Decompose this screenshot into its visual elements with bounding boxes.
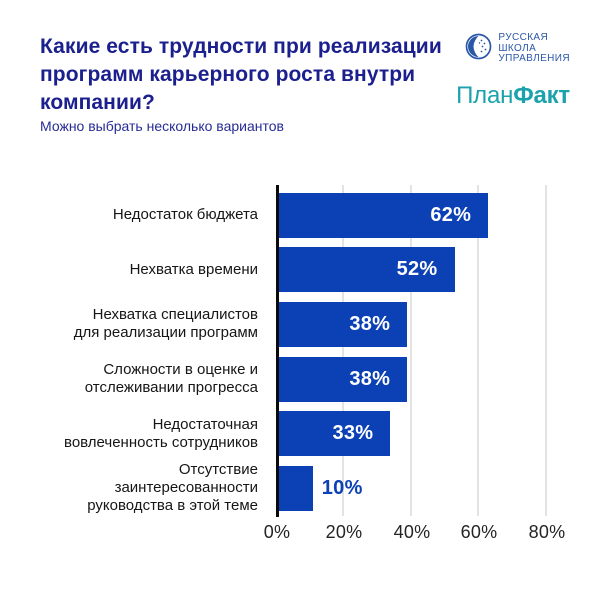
value-label: 62% [430, 203, 472, 226]
chart-row: Нехватка времени 52% [0, 243, 600, 298]
category-label: Недостаток бюджета [112, 206, 258, 224]
bar: 52% [279, 247, 455, 293]
gridline-40 [410, 185, 412, 516]
category-label: Отсутствие заинтересованности руководств… [87, 461, 258, 515]
x-tick-label: 20% [325, 522, 363, 542]
rsu-line-2: ШКОЛА [498, 42, 537, 54]
gridline-60 [477, 185, 479, 516]
planfakt-regular: План [456, 82, 514, 109]
x-tick-label: 60% [460, 522, 498, 542]
bar-area: 10% [279, 465, 600, 511]
chart-row: Недостаточная вовлеченность сотрудников … [0, 406, 600, 461]
category-label: Сложности в оценке и отслеживании прогре… [84, 361, 258, 397]
chart-row: Нехватка специалистов для реализации про… [0, 297, 600, 352]
bar-area: 38% [279, 301, 600, 347]
rsu-school-name: РУССКАЯ ШКОЛА УПРАВЛЕНИЯ [498, 33, 570, 65]
bar: 38% [279, 356, 408, 402]
bar-area: 52% [279, 247, 600, 293]
gridline-80 [545, 185, 547, 516]
bar-area: 38% [279, 356, 600, 402]
value-label: 38% [349, 312, 391, 335]
globe-emblem-icon [465, 33, 492, 65]
gridline-20 [342, 185, 344, 516]
rsu-line-1: РУССКАЯ [498, 32, 549, 44]
x-axis-labels: 0% 20% 40% 60% 80% [0, 522, 600, 546]
planfakt-bold: Факт [513, 82, 570, 109]
logos-block: РУССКАЯ ШКОЛА УПРАВЛЕНИЯ ПланФакт [456, 33, 570, 110]
category-label: Нехватка специалистов для реализации про… [73, 306, 258, 342]
bar-area: 33% [279, 411, 600, 457]
planfakt-logo: ПланФакт [456, 82, 570, 110]
bar: 62% [279, 192, 489, 238]
x-tick-label: 0% [263, 522, 291, 542]
bar-chart: Недостаток бюджета 62% Нехватка времени … [0, 185, 600, 560]
value-label: 52% [396, 258, 438, 281]
rsu-school-logo: РУССКАЯ ШКОЛА УПРАВЛЕНИЯ [465, 33, 570, 65]
category-label: Недостаточная вовлеченность сотрудников [64, 415, 258, 451]
bar: 10% [279, 465, 362, 511]
chart-row: Недостаток бюджета 62% [0, 188, 600, 243]
value-label: 33% [332, 422, 374, 445]
chart-row: Сложности в оценке и отслеживании прогре… [0, 352, 600, 407]
category-label: Нехватка времени [129, 260, 258, 278]
value-label: 10% [321, 476, 363, 499]
bar-area: 62% [279, 192, 600, 238]
x-tick-label: 80% [528, 522, 566, 542]
page-subtitle: Можно выбрать несколько вариантов [40, 118, 284, 134]
chart-row: Отсутствие заинтересованности руководств… [0, 461, 600, 516]
y-axis-line [276, 185, 279, 517]
bar: 33% [279, 411, 391, 457]
bar: 38% [279, 301, 408, 347]
page-title: Какие есть трудности при реализации прог… [40, 35, 442, 114]
value-label: 38% [349, 367, 391, 390]
chart-rows: Недостаток бюджета 62% Нехватка времени … [0, 188, 600, 516]
rsu-line-3: УПРАВЛЕНИЯ [498, 53, 570, 65]
x-tick-label: 40% [393, 522, 431, 542]
